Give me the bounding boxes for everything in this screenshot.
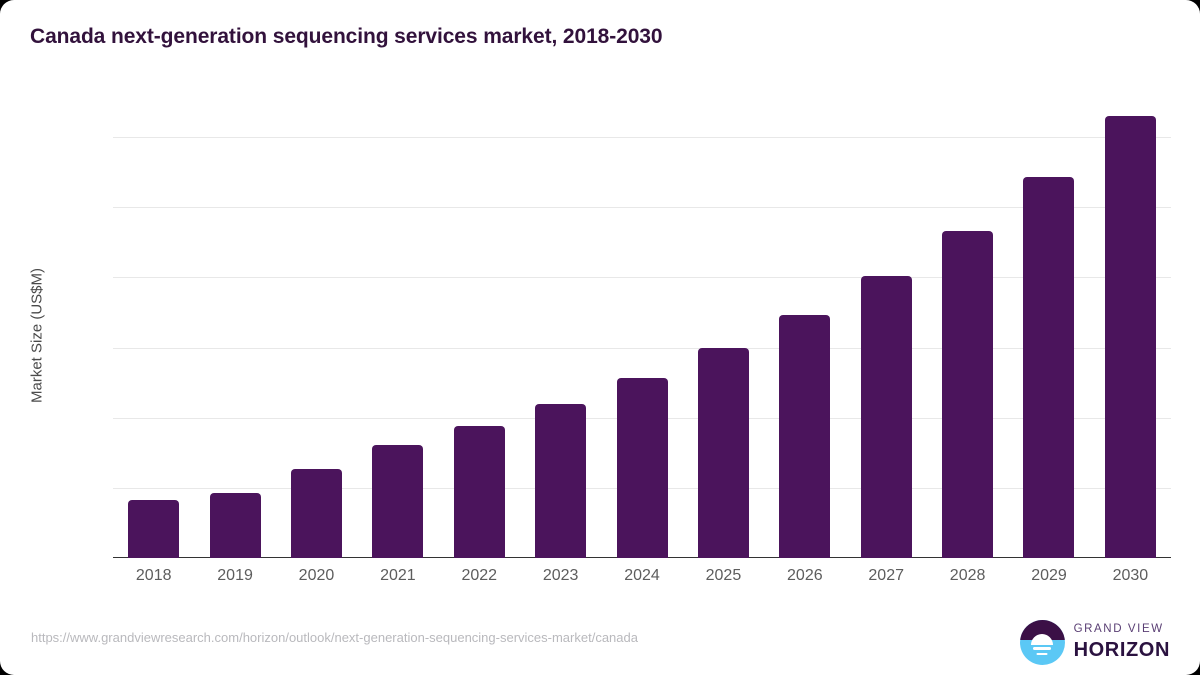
gridline (113, 207, 1171, 209)
logo-ray-short (1036, 652, 1048, 656)
logo-top-text: GRAND VIEW (1073, 623, 1164, 636)
bar-slot (113, 95, 194, 558)
bar-2019[interactable] (209, 492, 261, 558)
x-axis-tick: 2027 (868, 567, 904, 584)
bar-slot (1090, 95, 1171, 558)
x-axis-tick: 2030 (1112, 567, 1149, 584)
bar-slot (194, 95, 275, 558)
x-axis-tick: 2029 (1031, 567, 1067, 584)
plot-area: Market Size (US$M) 0100200300400500600 2… (0, 95, 1200, 595)
grand-view-horizon-logo[interactable]: GRAND VIEW HORIZON (1019, 619, 1170, 665)
bar-slot (764, 95, 845, 558)
horizon-sun-icon (1019, 619, 1065, 665)
bar-slot (601, 95, 682, 558)
x-axis-tick: 2021 (380, 567, 416, 584)
bar-2018[interactable] (128, 500, 180, 558)
logo-bottom-text: HORIZON (1073, 638, 1170, 661)
bars-group (113, 95, 1171, 558)
x-axis-tick: 2019 (217, 567, 253, 584)
logo-sky (1019, 619, 1065, 640)
gridline (113, 347, 1171, 349)
bar-slot (276, 95, 357, 558)
bar-2028[interactable] (942, 231, 994, 558)
x-axis-tick: 2020 (298, 567, 335, 584)
gridline (113, 277, 1171, 279)
bar-2024[interactable] (616, 377, 668, 558)
logo-dome (1031, 633, 1054, 645)
bar-2020[interactable] (290, 468, 342, 558)
logo-ray-long (1033, 647, 1052, 650)
bar-2023[interactable] (535, 403, 587, 558)
x-axis-tick: 2018 (135, 567, 172, 584)
x-axis-tick: 2026 (787, 567, 823, 584)
x-axis-tick: 2028 (949, 567, 986, 584)
page-title: Canada next-generation sequencing servic… (30, 25, 663, 48)
bar-slot (683, 95, 764, 558)
logo-wordmark: GRAND VIEW HORIZON (1074, 624, 1170, 660)
bar-2027[interactable] (860, 276, 912, 558)
bar-slot (1008, 95, 1089, 558)
x-axis-tick: 2022 (461, 567, 498, 584)
bar-2021[interactable] (372, 445, 424, 558)
bar-2022[interactable] (453, 426, 505, 558)
gridline (113, 137, 1171, 139)
bar-slot (846, 95, 927, 558)
bar-slot (927, 95, 1008, 558)
x-axis-tick: 2023 (542, 567, 579, 584)
bar-2030[interactable] (1104, 116, 1156, 558)
bar-slot (357, 95, 438, 558)
bar-2026[interactable] (779, 314, 831, 558)
bar-2029[interactable] (1023, 177, 1075, 558)
x-axis-labels: 2018 2019 2020 2021 2022 2023 2024 2025 2026 2027… (113, 567, 1171, 585)
y-axis-label: Market Size (US$M) (28, 267, 46, 404)
source-url[interactable]: https://www.grandviewresearch.com/horizo… (31, 630, 638, 645)
bar-2025[interactable] (697, 348, 749, 558)
bar-slot (520, 95, 601, 558)
bar-slot (439, 95, 520, 558)
x-axis-tick: 2025 (705, 567, 742, 584)
x-axis-tick: 2024 (624, 567, 660, 584)
